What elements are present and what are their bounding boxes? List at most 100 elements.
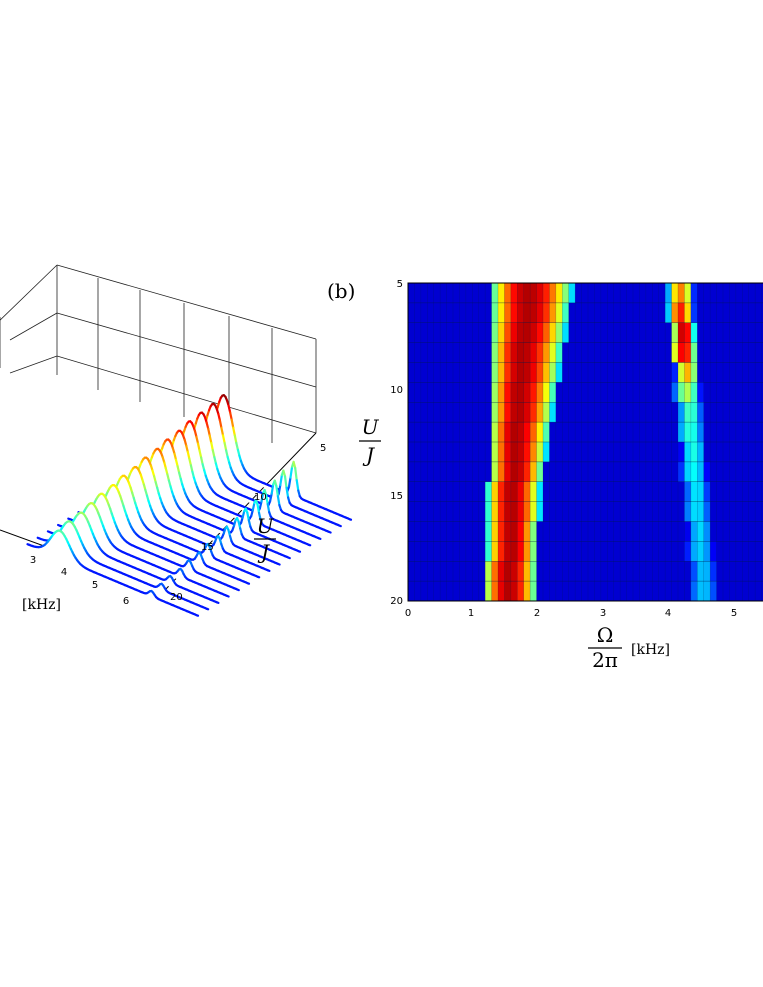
heatmap-cell xyxy=(607,581,615,602)
heatmap-cell xyxy=(420,461,428,483)
heatmap-cell xyxy=(620,442,627,463)
heatmap-cell xyxy=(710,581,717,602)
heatmap-cell xyxy=(581,501,589,522)
heatmap-cell xyxy=(671,581,679,602)
heatmap-cell xyxy=(498,382,505,403)
heatmap-cell xyxy=(671,461,679,483)
heatmap-cell xyxy=(543,322,550,344)
heatmap-cell xyxy=(735,541,743,562)
heatmap-cell xyxy=(748,283,756,304)
heatmap-cell xyxy=(414,442,422,463)
heatmap-cell xyxy=(678,442,685,463)
heatmap-cell xyxy=(453,302,460,324)
heatmap-cell xyxy=(729,501,737,522)
heatmap-cell xyxy=(600,402,608,423)
panel-b-x-tick: 5 xyxy=(731,608,737,619)
heatmap-cell xyxy=(620,362,627,383)
trace-segment xyxy=(227,404,232,414)
heatmap-cell xyxy=(755,342,762,363)
heatmap-cell xyxy=(690,382,698,403)
heatmap-cell xyxy=(645,442,653,463)
heatmap-cell xyxy=(710,342,717,363)
heatmap-cell xyxy=(729,521,737,542)
heatmap-cell xyxy=(575,342,582,363)
heatmap-cell xyxy=(703,581,711,602)
heatmap-cell xyxy=(645,402,653,423)
heatmap-cell xyxy=(755,402,762,423)
heatmap-cell xyxy=(523,342,531,363)
heatmap-cell xyxy=(761,422,763,443)
heatmap-cell xyxy=(710,442,717,463)
trace-segment xyxy=(279,473,283,487)
heatmap-cell xyxy=(607,501,615,522)
heatmap-cell xyxy=(549,521,557,542)
heatmap-cell xyxy=(645,581,653,602)
heatmap-cell xyxy=(633,402,640,423)
heatmap-cell xyxy=(440,461,447,483)
heatmap-cell xyxy=(626,442,634,463)
heatmap-cell xyxy=(453,342,460,363)
heatmap-cell xyxy=(684,283,692,304)
heatmap-cell xyxy=(504,561,512,582)
heatmap-cell xyxy=(607,561,615,582)
heatmap-cell xyxy=(716,362,724,383)
trace-segment xyxy=(275,484,279,498)
heatmap-cell xyxy=(639,561,647,582)
heatmap-cell xyxy=(510,442,518,463)
heatmap-cell xyxy=(478,481,486,503)
heatmap-cell xyxy=(523,322,531,344)
heatmap-cell xyxy=(755,541,762,562)
heatmap-cell xyxy=(735,442,743,463)
heatmap-cell xyxy=(755,521,762,542)
heatmap-cell xyxy=(575,481,582,503)
heatmap-cell xyxy=(665,521,672,542)
heatmap-cell xyxy=(517,501,525,522)
heatmap-cell xyxy=(723,581,730,602)
heatmap-cell xyxy=(543,461,550,483)
heatmap-cell xyxy=(472,442,480,463)
panel-b-x-tick: 1 xyxy=(468,608,474,619)
heatmap-cell xyxy=(761,382,763,403)
heatmap-cell xyxy=(562,461,570,483)
heatmap-cell xyxy=(607,283,615,304)
heatmap-cell xyxy=(581,422,589,443)
heatmap-cell xyxy=(414,302,422,324)
heatmap-cell xyxy=(645,541,653,562)
heatmap-cell xyxy=(472,302,480,324)
heatmap-cell xyxy=(690,442,698,463)
heatmap-cell xyxy=(433,302,441,324)
panel-b-x-label-numerator: Ω xyxy=(597,623,614,647)
heatmap-cell xyxy=(594,481,602,503)
heatmap-cell xyxy=(408,302,415,324)
trace-segment xyxy=(207,427,211,437)
heatmap-cell xyxy=(446,402,454,423)
panel-b-x-label-denominator: 2π xyxy=(592,648,618,672)
heatmap-cell xyxy=(748,561,756,582)
heatmap-cell xyxy=(607,402,615,423)
heatmap-cell xyxy=(478,342,486,363)
heatmap-cell xyxy=(453,283,460,304)
heatmap-cell xyxy=(453,541,460,562)
heatmap-cell xyxy=(562,302,570,324)
heatmap-cell xyxy=(671,442,679,463)
heatmap-cell xyxy=(742,581,750,602)
heatmap-cell xyxy=(755,461,762,483)
heatmap-cell xyxy=(504,382,512,403)
heatmap-cell xyxy=(652,581,660,602)
heatmap-cell xyxy=(588,561,595,582)
trace-segment xyxy=(251,501,256,512)
heatmap-cell xyxy=(690,541,698,562)
heatmap-cell xyxy=(453,382,460,403)
heatmap-cell xyxy=(453,422,460,443)
trace-segment xyxy=(289,465,294,479)
heatmap-cell xyxy=(568,402,576,423)
heatmap-cell xyxy=(600,342,608,363)
heatmap-cell xyxy=(710,541,717,562)
heatmap-cell xyxy=(465,541,473,562)
heatmap-cell xyxy=(716,302,724,324)
heatmap-cell xyxy=(549,481,557,503)
heatmap-cell xyxy=(671,362,679,383)
heatmap-cell xyxy=(530,402,537,423)
panel-b-x-tick: 3 xyxy=(600,608,606,619)
heatmap-cell xyxy=(658,481,666,503)
